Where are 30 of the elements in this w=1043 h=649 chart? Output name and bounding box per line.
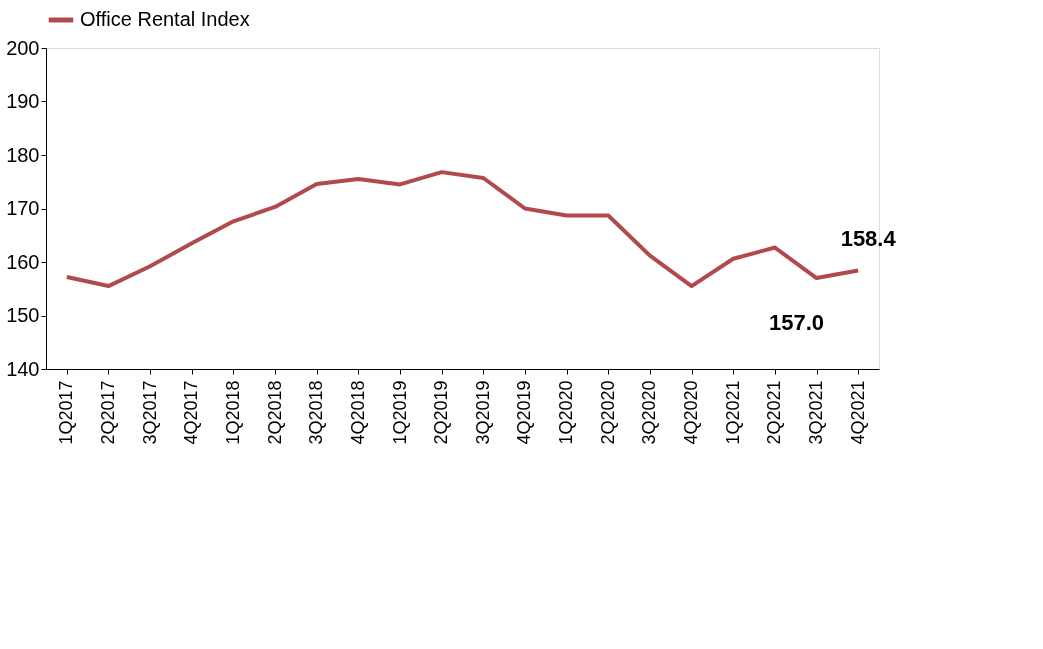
x-tick-label: 3Q2020	[639, 380, 660, 445]
y-tick-label: 200	[6, 36, 40, 59]
y-tick-label: 190	[6, 90, 40, 112]
y-tick-label: 160	[6, 250, 40, 273]
y-tick-label: 140	[6, 357, 40, 380]
x-tick-label: 1Q2019	[389, 380, 410, 445]
x-tick-label: 1Q2020	[556, 380, 577, 445]
x-tick-label: 4Q2017	[181, 380, 202, 445]
x-tick-label: 3Q2018	[306, 380, 327, 445]
x-tick-label: 1Q2021	[722, 380, 743, 445]
data-label: 157.0	[768, 310, 825, 336]
x-tick-label: 3Q2021	[806, 380, 827, 445]
x-tick-label: 2Q2017	[97, 380, 118, 445]
legend-label: Office Rental Index	[80, 8, 250, 30]
x-tick-label: 2Q2020	[597, 380, 618, 445]
x-tick-label: 2Q2021	[764, 380, 785, 445]
x-tick-label: 1Q2018	[222, 380, 243, 445]
x-tick-label: 3Q2017	[139, 380, 160, 445]
y-tick-label: 150	[6, 304, 40, 326]
x-tick-label: 3Q2019	[472, 380, 493, 445]
x-tick-label: 2Q2019	[431, 380, 452, 445]
x-tick-label: 1Q2017	[56, 380, 77, 445]
x-tick-label: 4Q2018	[347, 380, 368, 445]
x-tick-label: 4Q2019	[514, 380, 535, 445]
x-tick-label: 2Q2018	[264, 380, 285, 445]
data-label: 158.4	[840, 225, 897, 251]
y-tick-label: 170	[6, 197, 40, 219]
x-tick-label: 4Q2020	[681, 380, 702, 445]
y-tick-label: 180	[6, 143, 40, 166]
x-tick-label: 4Q2021	[847, 380, 868, 445]
